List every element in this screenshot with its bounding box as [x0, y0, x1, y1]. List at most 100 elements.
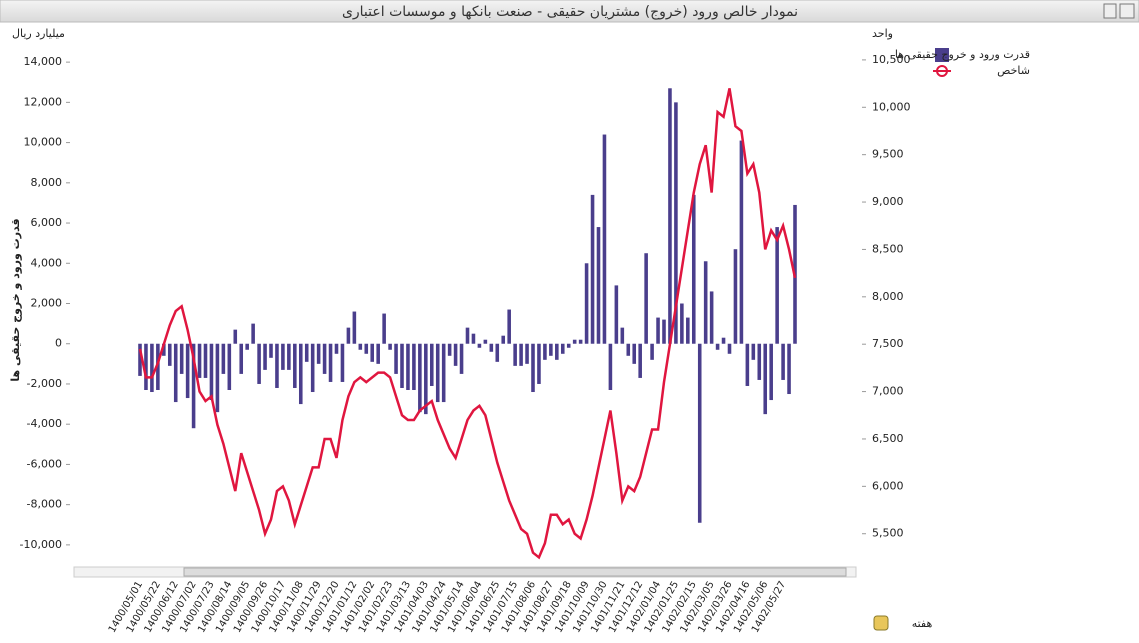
- bar: [507, 309, 511, 344]
- bar: [185, 343, 190, 399]
- bar: [394, 343, 398, 374]
- bar: [572, 339, 577, 344]
- bar: [144, 343, 148, 390]
- bar: [674, 102, 678, 344]
- y-tick-label: -2,000: [27, 377, 62, 390]
- bar: [733, 249, 738, 344]
- scroll-thumb[interactable]: [183, 567, 847, 577]
- bar: [513, 343, 517, 366]
- y2-tick-label: 8,000: [872, 290, 904, 303]
- bar: [703, 261, 708, 344]
- bar: [233, 329, 238, 344]
- bar: [525, 343, 529, 364]
- index-line: [138, 88, 797, 560]
- bar: [691, 194, 696, 344]
- bar: [406, 343, 410, 390]
- bar: [578, 339, 583, 344]
- y-tick-label: -4,000: [27, 417, 62, 430]
- bar: [590, 194, 595, 344]
- bar: [269, 343, 273, 358]
- bar: [537, 343, 541, 384]
- y-tick-label: 14,000: [24, 55, 63, 68]
- bar: [370, 343, 375, 362]
- bar: [435, 343, 440, 403]
- bar: [715, 343, 720, 350]
- bar: [334, 343, 339, 354]
- y-tick-label: 12,000: [24, 95, 63, 108]
- bar: [602, 134, 607, 344]
- bar: [650, 343, 654, 360]
- bar: [227, 343, 232, 390]
- settings-icon[interactable]: [873, 615, 889, 631]
- y2-tick-label: 9,500: [872, 148, 904, 161]
- y2-tick-label: 7,500: [872, 337, 904, 350]
- bar: [471, 333, 476, 344]
- legend-label: قدرت ورود و خروج حقیقی ها: [895, 48, 1030, 61]
- y-tick-label: 8,000: [31, 176, 63, 189]
- bar: [162, 343, 166, 356]
- bar: [477, 343, 482, 348]
- bar: [543, 343, 547, 360]
- bar: [340, 343, 345, 382]
- export-icon[interactable]: [1103, 3, 1117, 19]
- bar: [263, 343, 267, 370]
- bar: [614, 285, 619, 344]
- bar: [775, 227, 779, 344]
- y2-tick-label: 6,500: [872, 432, 904, 445]
- chart-title: نمودار خالص ورود (خروج) مشتریان حقیقی - …: [342, 4, 798, 20]
- bar: [412, 343, 416, 390]
- bar: [447, 343, 452, 356]
- bar: [191, 343, 196, 429]
- bar: [167, 343, 172, 366]
- bar: [209, 343, 214, 401]
- bar: [751, 343, 756, 360]
- y-tick-label: 10,000: [24, 136, 63, 149]
- bar: [376, 343, 380, 364]
- bar: [156, 343, 160, 390]
- bar: [727, 343, 732, 354]
- bar: [281, 343, 285, 370]
- bar: [668, 88, 672, 344]
- bar: [459, 343, 464, 374]
- bar: [686, 317, 690, 344]
- bar: [316, 343, 321, 364]
- bar: [364, 343, 369, 354]
- x-axis-title: هفته: [912, 617, 933, 630]
- y2-tick-label: 10,000: [872, 100, 911, 113]
- bar: [483, 339, 488, 344]
- y2-tick-label: 9,000: [872, 195, 904, 208]
- bar: [495, 343, 500, 362]
- y2-unit: واحد: [872, 27, 893, 40]
- legend-swatch: [935, 48, 949, 62]
- bar: [680, 303, 684, 344]
- bar: [358, 343, 363, 350]
- bar: [656, 317, 660, 344]
- bar: [346, 327, 351, 344]
- legend-label: شاخص: [997, 64, 1030, 77]
- bar: [549, 343, 553, 356]
- bar: [179, 343, 184, 374]
- bar: [555, 343, 559, 360]
- bar: [584, 263, 589, 344]
- bar: [465, 327, 470, 344]
- bar: [757, 343, 762, 380]
- bar: [429, 343, 434, 386]
- bar: [638, 343, 642, 378]
- y-tick-label: 2,000: [31, 297, 63, 310]
- bar: [203, 343, 208, 378]
- bar: [418, 343, 422, 413]
- y-tick-label: 4,000: [31, 256, 63, 269]
- bar: [293, 343, 297, 388]
- bar: [632, 343, 637, 364]
- print-icon[interactable]: [1119, 3, 1135, 19]
- y-axis-title: قدرت ورود و خروج حقیقی ها: [9, 218, 23, 381]
- bar: [304, 343, 309, 362]
- bar: [739, 140, 744, 344]
- bar: [489, 343, 494, 352]
- bar: [197, 343, 202, 378]
- bar: [173, 343, 178, 403]
- bar: [441, 343, 446, 403]
- bar: [287, 343, 291, 370]
- bar: [239, 343, 244, 374]
